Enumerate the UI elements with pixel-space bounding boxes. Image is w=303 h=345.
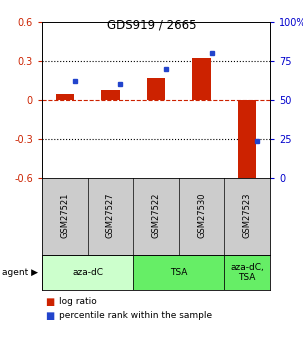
Text: GSM27522: GSM27522: [152, 192, 161, 238]
Text: GDS919 / 2665: GDS919 / 2665: [107, 19, 196, 32]
Text: GSM27527: GSM27527: [106, 192, 115, 238]
Text: log ratio: log ratio: [59, 297, 96, 306]
Bar: [192, 58, 211, 100]
Text: aza-dC,
TSA: aza-dC, TSA: [230, 263, 264, 282]
Text: ■: ■: [45, 297, 54, 307]
Bar: [225, 255, 270, 290]
Bar: [238, 100, 256, 180]
Text: GSM27530: GSM27530: [197, 192, 206, 238]
Bar: [56, 93, 74, 100]
Text: GSM27523: GSM27523: [243, 192, 252, 238]
Bar: [133, 255, 225, 290]
Text: TSA: TSA: [170, 268, 188, 277]
Bar: [42, 255, 133, 290]
Bar: [101, 90, 119, 100]
Text: agent ▶: agent ▶: [2, 268, 38, 277]
Text: GSM27521: GSM27521: [60, 192, 69, 238]
Bar: [147, 78, 165, 100]
Text: percentile rank within the sample: percentile rank within the sample: [59, 312, 212, 321]
Text: aza-dC: aza-dC: [72, 268, 103, 277]
Text: ■: ■: [45, 311, 54, 321]
